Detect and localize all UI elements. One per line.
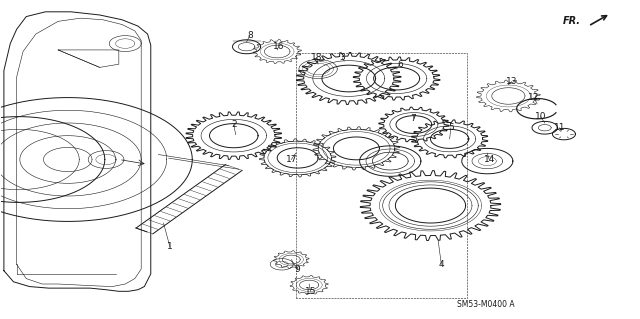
Text: 5: 5 [448, 123, 454, 132]
Text: 6: 6 [397, 60, 403, 69]
Text: 7: 7 [410, 114, 415, 123]
Text: 8: 8 [247, 31, 253, 40]
Text: FR.: FR. [563, 16, 580, 26]
Text: 10: 10 [534, 112, 546, 121]
Text: 13: 13 [506, 77, 517, 86]
Text: 14: 14 [484, 155, 495, 164]
Text: 4: 4 [438, 260, 444, 269]
Text: 1: 1 [167, 242, 173, 251]
Text: 9: 9 [295, 264, 301, 274]
Text: SM53-M0400 A: SM53-M0400 A [457, 300, 515, 308]
Text: 3: 3 [339, 53, 345, 62]
Text: 17: 17 [285, 155, 297, 164]
Text: 11: 11 [554, 123, 565, 132]
Text: 15: 15 [305, 287, 316, 296]
Text: 12: 12 [528, 93, 540, 102]
Text: 18: 18 [311, 53, 323, 62]
Text: 2: 2 [231, 120, 237, 129]
Text: 16: 16 [273, 42, 284, 51]
